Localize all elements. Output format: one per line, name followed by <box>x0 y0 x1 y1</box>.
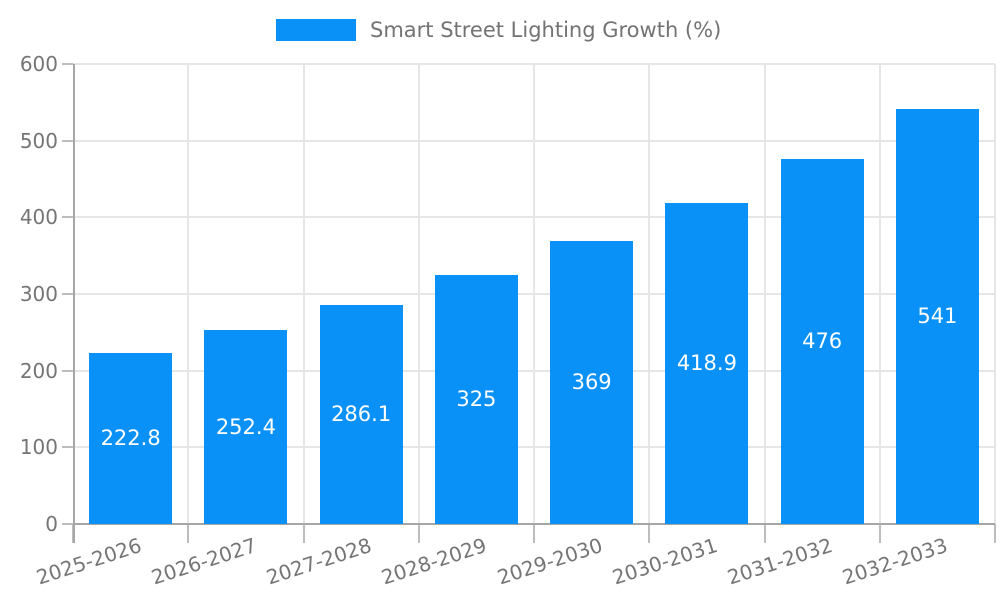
y-tick-label: 500 <box>19 128 58 153</box>
y-axis-tick <box>62 216 73 219</box>
y-axis-tick <box>62 63 73 65</box>
x-tick-label: 2028-2029 <box>378 533 490 590</box>
x-tick-label: 2031-2032 <box>724 533 836 590</box>
bar: 222.8 <box>89 353 173 524</box>
x-axis-tick <box>878 524 881 543</box>
bar-value-label: 369 <box>571 370 612 395</box>
y-tick-label: 200 <box>19 358 58 383</box>
x-tick-label: 2027-2028 <box>263 533 375 590</box>
gridline-vertical <box>417 64 420 524</box>
x-tick-label: 2032-2033 <box>839 533 951 590</box>
x-axis-tick <box>417 524 420 543</box>
legend-label: Smart Street Lighting Growth (%) <box>370 18 722 42</box>
x-tick-label: 2025-2026 <box>32 533 145 590</box>
gridline-vertical <box>994 64 996 524</box>
bar: 325 <box>434 274 518 524</box>
bar-value-label: 541 <box>917 304 958 329</box>
y-axis-tick <box>62 369 73 372</box>
x-tick-label: 2029-2030 <box>493 533 606 590</box>
legend-swatch <box>276 19 356 41</box>
bar-value-label: 222.8 <box>100 426 161 451</box>
bar-value-label: 252.4 <box>215 414 276 439</box>
x-axis-tick <box>648 524 651 543</box>
x-axis-tick <box>763 524 766 543</box>
y-tick-label: 400 <box>19 205 58 230</box>
bar-value-label: 325 <box>456 386 497 411</box>
y-tick-label: 100 <box>19 435 58 460</box>
x-axis-tick <box>533 524 535 543</box>
gridline-vertical <box>763 64 766 524</box>
bar-value-label: 476 <box>802 329 843 354</box>
bar: 418.9 <box>665 202 749 524</box>
gridline-vertical <box>878 64 881 524</box>
bar-value-label: 418.9 <box>676 350 737 375</box>
plot-area: 0 100 200 300 400 500 600 222.8 252.4 286.1 325 369… <box>20 52 996 590</box>
bar: 369 <box>550 241 634 524</box>
x-tick-label: 2026-2027 <box>148 533 260 590</box>
gridline-vertical <box>302 64 305 524</box>
x-axis-line <box>73 523 995 525</box>
x-axis-tick <box>187 524 190 543</box>
bar: 476 <box>780 159 864 524</box>
y-tick-label: 0 <box>45 512 58 536</box>
x-tick-label: 2030-2031 <box>609 533 721 590</box>
y-axis-tick <box>62 523 73 525</box>
bar-value-label: 286.1 <box>331 401 392 426</box>
legend: Smart Street Lighting Growth (%) <box>276 18 721 42</box>
y-axis-line <box>73 64 75 543</box>
bar: 252.4 <box>204 330 288 524</box>
gridline-vertical <box>187 64 190 524</box>
y-axis-tick <box>62 139 73 142</box>
gridline-vertical <box>533 64 535 524</box>
y-axis-tick <box>62 446 73 449</box>
x-axis-tick <box>302 524 305 543</box>
gridline-vertical <box>648 64 651 524</box>
y-axis-tick <box>62 293 73 295</box>
y-tick-label: 300 <box>19 282 58 306</box>
bar: 541 <box>895 109 979 524</box>
x-axis-tick <box>994 524 996 543</box>
bar: 286.1 <box>319 304 403 524</box>
y-tick-label: 600 <box>19 52 58 76</box>
